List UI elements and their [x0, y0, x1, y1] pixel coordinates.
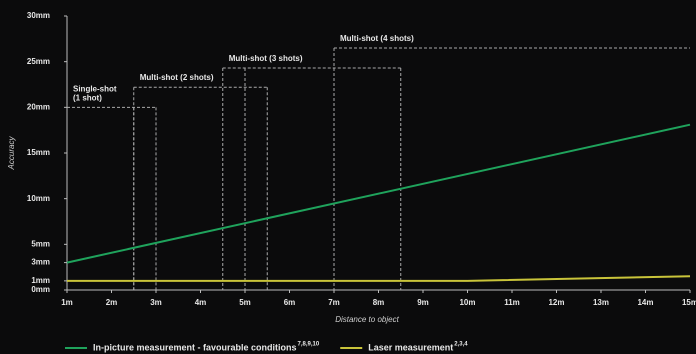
series-line — [66, 123, 691, 264]
x-tick-label: 1m — [61, 298, 73, 307]
y-tick-label: 0mm — [31, 285, 50, 294]
x-tick-label: 2m — [106, 298, 118, 307]
annotation-label: Single-shot (1 shot) — [73, 84, 117, 102]
legend-label: In-picture measurement - favourable cond… — [93, 342, 297, 352]
x-tick-label: 3m — [150, 298, 162, 307]
y-tick-label: 30mm — [27, 11, 50, 20]
x-tick-label: 6m — [284, 298, 296, 307]
x-tick-label: 9m — [417, 298, 429, 307]
y-axis-title: Accuracy — [7, 136, 16, 171]
y-tick-label: 10mm — [27, 194, 50, 203]
x-tick-label: 15m — [682, 298, 696, 307]
legend-footnote: 2,3,4 — [454, 342, 468, 348]
y-tick-label: 5mm — [31, 239, 50, 248]
y-tick-label: 3mm — [31, 258, 50, 267]
x-tick-label: 12m — [548, 298, 564, 307]
y-tick-label: 20mm — [27, 102, 50, 111]
x-tick-label: 4m — [195, 298, 207, 307]
x-tick-label: 10m — [459, 298, 475, 307]
x-tick-label: 14m — [637, 298, 653, 307]
annotation-label: Multi-shot (2 shots) — [140, 73, 214, 82]
x-tick-label: 5m — [239, 298, 251, 307]
annotation-label: Multi-shot (4 shots) — [340, 34, 414, 43]
x-tick-label: 13m — [593, 298, 609, 307]
legend-label: Laser measurement — [368, 342, 453, 352]
x-tick-label: 8m — [373, 298, 385, 307]
y-tick-label: 25mm — [27, 57, 50, 66]
x-tick-label: 11m — [504, 298, 520, 307]
x-axis-title: Distance to object — [335, 315, 399, 324]
y-tick-label: 15mm — [27, 148, 50, 157]
x-tick-label: 7m — [328, 298, 340, 307]
legend-footnote: 7,8,9,10 — [298, 342, 320, 348]
annotation-label: Multi-shot (3 shots) — [229, 54, 303, 63]
series-line — [67, 275, 691, 282]
y-tick-label: 1mm — [31, 276, 50, 285]
